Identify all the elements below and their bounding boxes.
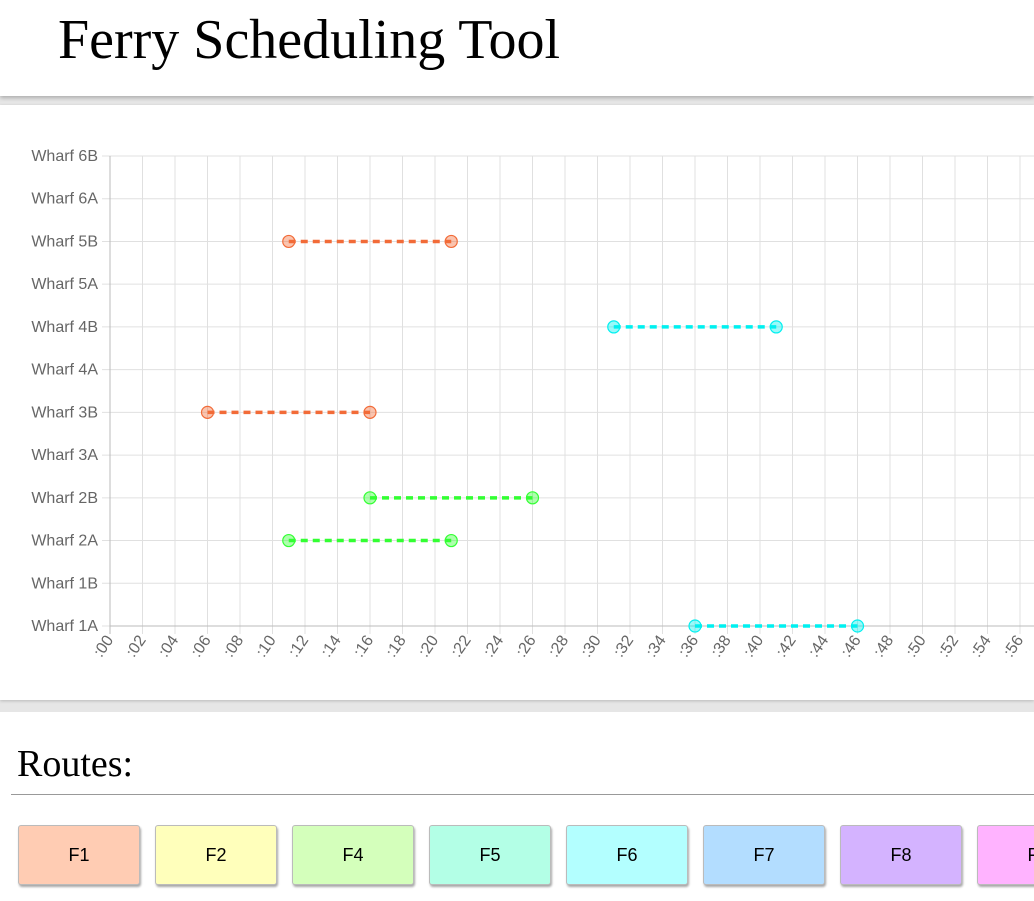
- x-tick-label: :30: [578, 632, 605, 660]
- chart-card: Wharf 6B Wharf 6A Wharf 5B Wharf 5A Wharf 4B…: [0, 105, 1034, 700]
- x-tick-label: :50: [903, 632, 930, 660]
- route-button[interactable]: F1: [18, 825, 140, 885]
- route-button[interactable]: F6: [566, 825, 688, 885]
- x-tick-label: :28: [546, 632, 573, 660]
- trip-stop: [850, 619, 865, 633]
- divider: [11, 794, 1034, 795]
- y-tick-label: Wharf 5B: [31, 233, 98, 250]
- x-tick-label: :52: [936, 632, 963, 660]
- y-tick-label: Wharf 6B: [31, 148, 98, 165]
- y-tick-label: Wharf 5A: [31, 276, 98, 293]
- route-button[interactable]: F2: [155, 825, 277, 885]
- x-tick-label: :10: [253, 632, 280, 660]
- trip-stop: [282, 533, 296, 548]
- route-button[interactable]: F9: [977, 825, 1034, 885]
- x-tick-label: :22: [448, 632, 475, 660]
- x-tick-label: :40: [741, 632, 768, 660]
- route-button[interactable]: F4: [292, 825, 414, 885]
- route-button[interactable]: F8: [840, 825, 962, 885]
- y-tick-label: Wharf 6A: [31, 191, 98, 208]
- x-tick-label: :20: [416, 632, 443, 660]
- route-button[interactable]: F5: [429, 825, 551, 885]
- routes-title: Routes:: [17, 743, 134, 785]
- x-tick-label: :24: [481, 632, 508, 660]
- x-tick-label: :12: [286, 632, 313, 660]
- x-tick-label: :42: [773, 632, 800, 660]
- x-tick-label: :34: [643, 632, 670, 660]
- x-tick-label: :36: [676, 632, 703, 660]
- trip-stop: [363, 405, 377, 419]
- x-tick-label: :44: [806, 632, 833, 660]
- trip-stop: [525, 491, 540, 505]
- trip-stop: [769, 320, 783, 334]
- page-title: Ferry Scheduling Tool: [58, 9, 561, 71]
- y-tick-label: Wharf 3A: [31, 447, 98, 464]
- x-tick-label: :18: [383, 632, 410, 660]
- trip-stop: [282, 234, 296, 249]
- x-tick-label: :08: [221, 632, 248, 660]
- x-tick-label: :38: [708, 632, 735, 660]
- trip-stop: [200, 405, 215, 419]
- y-tick-label: Wharf 1B: [31, 575, 98, 592]
- x-tick-label: :06: [188, 632, 215, 660]
- x-tick-label: :14: [318, 632, 345, 660]
- trip-stop: [444, 533, 458, 548]
- x-tick-label: :02: [123, 632, 150, 660]
- x-tick-label: :56: [1001, 632, 1028, 660]
- y-tick-label: Wharf 1A: [31, 618, 98, 635]
- y-tick-label: Wharf 2A: [31, 533, 98, 550]
- x-tick-label: :04: [156, 632, 183, 660]
- x-tick-label: :54: [968, 632, 995, 660]
- x-tick-label: :16: [351, 632, 378, 660]
- x-tick-label: :26: [513, 632, 540, 660]
- trip-stop: [607, 320, 621, 334]
- trip-stop: [363, 491, 377, 505]
- y-tick-label: Wharf 4A: [31, 362, 98, 379]
- y-tick-label: Wharf 2B: [31, 490, 98, 507]
- chart: Wharf 6B Wharf 6A Wharf 5B Wharf 5A Wharf 4B…: [31, 148, 1034, 661]
- x-tick-label: :00: [91, 632, 118, 660]
- x-tick-label: :32: [611, 632, 638, 660]
- trip-stop: [688, 619, 702, 633]
- header: Ferry Scheduling Tool: [0, 0, 1034, 96]
- routes-panel: Routes: F1F2F4F5F6F7F8F9: [0, 712, 1034, 901]
- y-tick-label: Wharf 3B: [31, 404, 98, 421]
- x-tick-label: :46: [838, 632, 865, 660]
- trip-stop: [444, 234, 458, 249]
- y-tick-label: Wharf 4B: [31, 319, 98, 336]
- x-tick-label: :48: [871, 632, 898, 660]
- route-button[interactable]: F7: [703, 825, 825, 885]
